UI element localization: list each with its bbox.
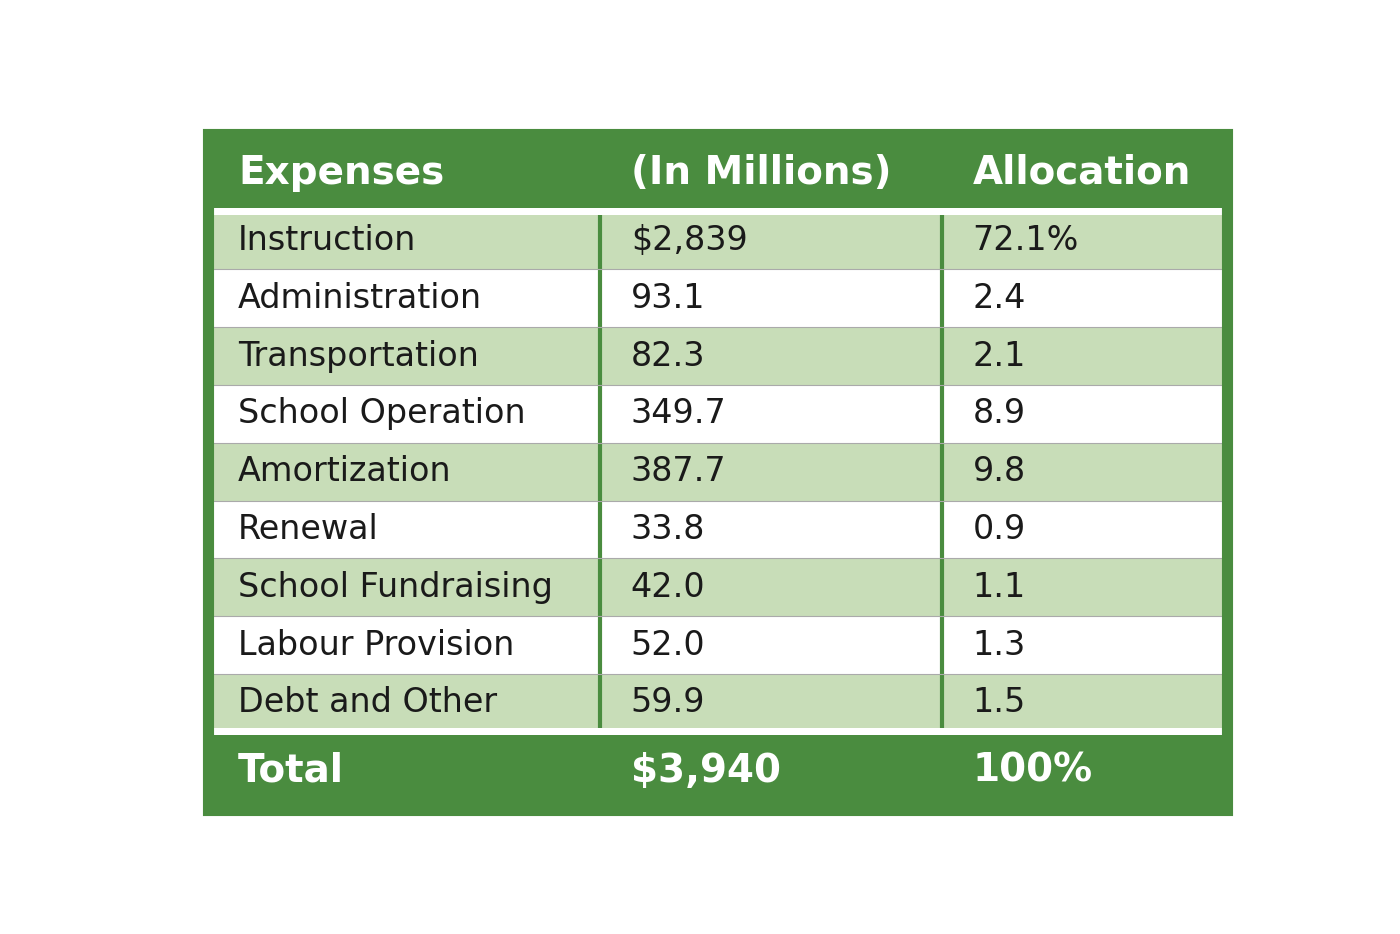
Bar [601, 616, 942, 674]
Text: 82.3: 82.3 [631, 340, 706, 373]
Text: 100%: 100% [973, 752, 1092, 789]
Bar [601, 327, 942, 385]
Bar [601, 731, 942, 810]
Bar [942, 616, 1228, 674]
Bar [601, 269, 942, 327]
Bar [207, 616, 601, 674]
Text: $3,940: $3,940 [631, 752, 781, 789]
Bar [942, 327, 1228, 385]
Bar [942, 385, 1228, 443]
Text: 8.9: 8.9 [973, 397, 1026, 431]
Text: 2.4: 2.4 [973, 282, 1026, 315]
Text: Renewal: Renewal [238, 513, 379, 546]
Bar [942, 731, 1228, 810]
Text: Total: Total [238, 752, 344, 789]
Bar [207, 729, 1228, 735]
Text: 52.0: 52.0 [631, 629, 706, 661]
Text: Transportation: Transportation [238, 340, 479, 373]
Text: Amortization: Amortization [238, 455, 452, 488]
Bar [207, 674, 601, 731]
Text: 1.3: 1.3 [973, 629, 1026, 661]
Text: 42.0: 42.0 [631, 571, 706, 603]
Bar [207, 731, 601, 810]
Text: 387.7: 387.7 [631, 455, 727, 488]
Text: 349.7: 349.7 [631, 397, 727, 431]
Bar [942, 501, 1228, 559]
Text: 0.9: 0.9 [973, 513, 1026, 546]
Bar [207, 134, 601, 212]
Bar [942, 674, 1228, 731]
Bar [207, 559, 601, 616]
Text: 72.1%: 72.1% [973, 224, 1079, 257]
Text: 93.1: 93.1 [631, 282, 706, 315]
Bar [601, 501, 942, 559]
Text: 2.1: 2.1 [973, 340, 1026, 373]
Bar [207, 208, 1228, 215]
Text: School Operation: School Operation [238, 397, 526, 431]
Bar [207, 501, 601, 559]
Bar [207, 269, 601, 327]
Text: 9.8: 9.8 [973, 455, 1026, 488]
Text: Allocation: Allocation [973, 154, 1191, 191]
Bar [601, 674, 942, 731]
Text: $2,839: $2,839 [631, 224, 748, 257]
Bar [207, 327, 601, 385]
Bar [601, 385, 942, 443]
Bar [942, 269, 1228, 327]
Bar [207, 385, 601, 443]
Text: 33.8: 33.8 [631, 513, 706, 546]
Bar [942, 134, 1228, 212]
Text: Expenses: Expenses [238, 154, 444, 191]
Bar [601, 559, 942, 616]
Text: Labour Provision: Labour Provision [238, 629, 515, 661]
Text: 1.1: 1.1 [973, 571, 1026, 603]
Text: School Fundraising: School Fundraising [238, 571, 553, 603]
Bar [601, 443, 942, 501]
Bar [942, 212, 1228, 269]
Bar [207, 212, 601, 269]
Text: 59.9: 59.9 [631, 686, 706, 719]
Text: Debt and Other: Debt and Other [238, 686, 497, 719]
Bar [601, 212, 942, 269]
Bar [207, 443, 601, 501]
Text: 1.5: 1.5 [973, 686, 1026, 719]
Bar [942, 559, 1228, 616]
Bar [601, 134, 942, 212]
Bar [942, 443, 1228, 501]
Text: (In Millions): (In Millions) [631, 154, 892, 191]
Text: Instruction: Instruction [238, 224, 417, 257]
Text: Administration: Administration [238, 282, 482, 315]
